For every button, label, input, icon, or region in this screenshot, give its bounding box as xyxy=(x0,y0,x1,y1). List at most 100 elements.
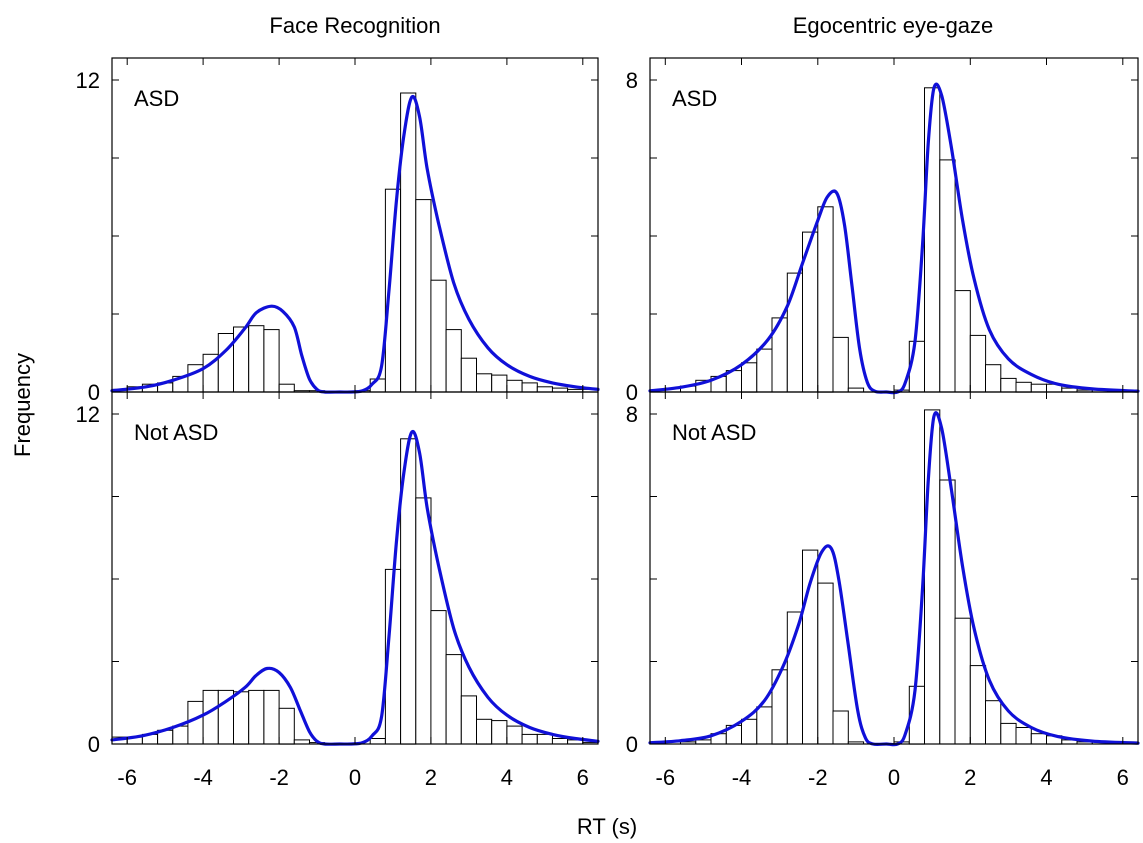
x-tick-label: -2 xyxy=(269,765,289,790)
histogram-bar xyxy=(939,159,956,393)
histogram-bar xyxy=(248,325,265,393)
histogram-bars xyxy=(649,409,1139,745)
histogram-bar xyxy=(460,357,477,393)
histogram-bar xyxy=(924,409,941,745)
x-tick-label: 2 xyxy=(425,765,437,790)
histogram-bars xyxy=(649,87,1139,393)
y-tick-label: 0 xyxy=(88,732,100,757)
histogram-bar xyxy=(415,497,432,745)
histogram-bar xyxy=(491,374,508,393)
x-tick-label: 4 xyxy=(1040,765,1052,790)
x-tick-label: 4 xyxy=(501,765,513,790)
y-tick-label: 0 xyxy=(626,732,638,757)
density-curve xyxy=(648,411,1140,747)
histogram-bar xyxy=(756,706,773,745)
histogram-bar xyxy=(985,700,1002,745)
histogram-bar xyxy=(491,720,508,745)
tick-labels: 0 12 xyxy=(76,68,100,405)
histogram-bars xyxy=(111,92,599,393)
plot-frame xyxy=(111,57,599,393)
tick-labels: 0 12 -6 -4 -2 0 2 4 6 xyxy=(76,402,589,790)
histogram-bar xyxy=(521,733,538,745)
histogram-bar xyxy=(969,334,987,393)
histogram-bar xyxy=(536,733,553,745)
histogram-bar xyxy=(1030,383,1048,393)
histogram-bar xyxy=(460,695,477,745)
histogram-bar xyxy=(430,279,447,393)
tick-labels: 08 xyxy=(626,68,638,405)
panel-egocentric-eye-gaze-asd: ASD 08 xyxy=(626,57,1140,405)
histogram-bar xyxy=(969,665,987,745)
y-tick-label: 8 xyxy=(626,68,638,93)
histogram-bar xyxy=(445,654,462,745)
histogram-bar xyxy=(369,738,386,745)
histogram-bar xyxy=(278,383,295,393)
panel-face-recognition-asd: ASD 0 12 xyxy=(76,57,600,405)
y-tick-label: 12 xyxy=(76,402,100,427)
histogram-bar xyxy=(233,691,250,745)
histogram-bar xyxy=(278,707,295,745)
panel-face-recognition-not-asd: Not ASD 0 12 -6 -4 -2 0 2 4 6 xyxy=(76,391,600,790)
histogram-bar xyxy=(476,718,493,745)
histogram-bar xyxy=(741,718,758,745)
histogram-bar xyxy=(832,336,849,393)
column-title-face-recognition: Face Recognition xyxy=(269,13,440,38)
histogram-bar xyxy=(217,333,235,393)
histogram-bar xyxy=(263,689,280,745)
panel-label: Not ASD xyxy=(672,420,756,445)
histogram-bar xyxy=(817,206,834,393)
histogram-bar xyxy=(786,272,804,393)
histogram-bar xyxy=(506,725,523,745)
tick-labels: 0 8 -6 -4 -2 0 2 4 6 xyxy=(626,402,1129,790)
histogram-bar xyxy=(985,364,1002,393)
plot-frame xyxy=(111,391,599,745)
x-tick-label: -6 xyxy=(656,765,676,790)
plot-frame xyxy=(649,391,1139,745)
histogram-bar xyxy=(476,373,493,393)
histogram-bar xyxy=(202,689,219,745)
x-tick-label: -2 xyxy=(808,765,828,790)
y-tick-label: 0 xyxy=(88,380,100,405)
histogram-bar xyxy=(172,725,189,745)
panel-label: Not ASD xyxy=(134,420,218,445)
x-tick-label: 0 xyxy=(349,765,361,790)
histogram-bar xyxy=(695,739,712,745)
histogram-bar xyxy=(415,199,432,393)
histogram-bar xyxy=(233,326,250,393)
y-tick-label: 0 xyxy=(626,380,638,405)
histogram-bar xyxy=(293,739,310,745)
histogram-bar xyxy=(954,290,971,393)
x-tick-label: -4 xyxy=(732,765,752,790)
histogram-bar xyxy=(536,386,553,393)
histogram-bar xyxy=(1000,722,1017,745)
histogram-bar xyxy=(263,329,280,393)
axis-ticks xyxy=(112,58,598,393)
plot-frame xyxy=(649,57,1139,393)
histogram-bar xyxy=(521,382,538,393)
x-tick-label: 6 xyxy=(577,765,589,790)
histogram-bar xyxy=(832,710,849,745)
histogram-bar xyxy=(1015,381,1032,393)
histogram-bar xyxy=(939,479,956,745)
histogram-bars xyxy=(111,438,599,745)
histogram-bar xyxy=(506,379,523,393)
histogram-bar xyxy=(248,689,265,745)
histogram-bar xyxy=(445,329,462,393)
x-tick-label: 0 xyxy=(888,765,900,790)
y-tick-label: 12 xyxy=(76,68,100,93)
histogram-bar xyxy=(430,610,447,745)
x-tick-label: -6 xyxy=(117,765,137,790)
histogram-bar xyxy=(741,362,758,393)
histogram-bar xyxy=(924,87,941,393)
density-curve xyxy=(110,429,600,746)
panel-label: ASD xyxy=(672,86,717,111)
histogram-bar xyxy=(817,582,834,745)
histogram-bar xyxy=(1030,733,1048,745)
histogram-bar xyxy=(756,348,773,393)
y-tick-label: 8 xyxy=(626,402,638,427)
histogram-bar xyxy=(551,738,569,745)
x-tick-label: -4 xyxy=(193,765,213,790)
histogram-bar xyxy=(771,669,788,745)
x-tick-label: 2 xyxy=(964,765,976,790)
